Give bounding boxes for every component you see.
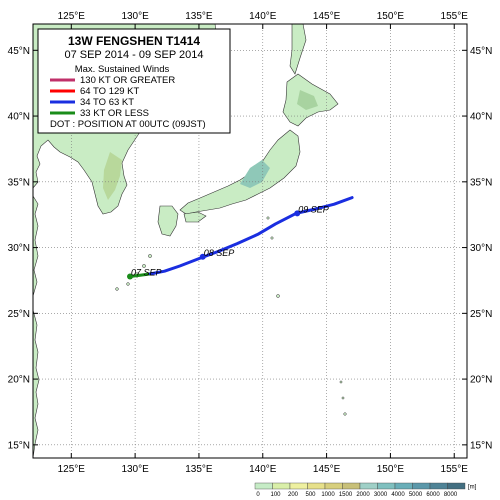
- lon-tick-label-bottom: 145°E: [313, 464, 341, 475]
- elevation-label: 200: [288, 492, 299, 498]
- lat-tick-label-right: 45°N: [470, 46, 492, 57]
- lat-tick-label-left: 15°N: [8, 440, 30, 451]
- lat-tick-label-left: 30°N: [8, 243, 30, 254]
- legend-title: 13W FENGSHEN T1414: [68, 34, 200, 48]
- ryukyu-island: [142, 264, 146, 268]
- lon-tick-label-top: 155°E: [441, 11, 469, 22]
- lat-tick-label-right: 20°N: [470, 375, 492, 386]
- elevation-label: 1500: [339, 492, 353, 498]
- ryukyu-island: [148, 254, 152, 258]
- track-date-label: 08 SEP: [204, 248, 235, 258]
- elevation-label: 4000: [391, 492, 405, 498]
- kyushu-island: [157, 205, 179, 237]
- map-frame: [32, 23, 468, 459]
- elevation-color-cell: [342, 482, 361, 490]
- elevation-color-cell: [324, 482, 343, 490]
- elevation-color-cell: [412, 482, 431, 490]
- lat-tick-label-right: 35°N: [470, 177, 492, 188]
- marianas-island: [341, 396, 345, 400]
- lon-tick-label-top: 130°E: [121, 11, 149, 22]
- marianas-island: [343, 412, 347, 416]
- track-position-dot: [294, 210, 301, 217]
- elevation-label: 8000: [444, 492, 458, 498]
- elevation-color-cell: [394, 482, 413, 490]
- storm-track: 07 SEP 08 SEP 09 SEP: [127, 196, 354, 280]
- legend-dot-note: DOT : POSITION AT 00UTC (09JST): [50, 119, 206, 130]
- track-segment: [148, 196, 354, 276]
- elevation-color-cell: [359, 482, 378, 490]
- elevation-color-cell: [429, 482, 448, 490]
- legend-heading: Max. Sustained Winds: [75, 64, 170, 75]
- ryukyu-island: [115, 287, 119, 291]
- ogasawara-island: [276, 294, 280, 298]
- shikoku-island: [183, 211, 207, 223]
- lat-tick-label-right: 15°N: [470, 440, 492, 451]
- elevation-color-cell: [307, 482, 326, 490]
- lon-tick-label-bottom: 130°E: [121, 464, 149, 475]
- track-position-dot: [199, 253, 206, 260]
- lat-tick-label-right: 40°N: [470, 112, 492, 123]
- lat-tick-label-left: 25°N: [8, 309, 30, 320]
- legend-label-130kt: 130 KT OR GREATER: [80, 75, 175, 86]
- korea-highlands: [103, 152, 122, 200]
- hokkaido-highlands: [297, 90, 318, 110]
- track-date-label: 09 SEP: [298, 204, 329, 214]
- elevation-color-cell: [272, 482, 291, 490]
- elevation-color-cell: [289, 482, 308, 490]
- lon-tick-label-bottom: 155°E: [441, 464, 469, 475]
- elevation-color-cell: [447, 482, 466, 490]
- lat-tick-label-right: 25°N: [470, 309, 492, 320]
- lon-tick-label-bottom: 125°E: [58, 464, 86, 475]
- elevation-label: 5000: [409, 492, 423, 498]
- lon-tick-label-top: 150°E: [377, 11, 405, 22]
- track-position-dot: [127, 273, 134, 280]
- elevation-color-cell: [377, 482, 396, 490]
- elevation-scale: 0 100 200 500 1000 1500 2000 3000 4000 5000 6000 80…: [254, 482, 477, 498]
- legend-label-64kt: 64 TO 129 KT: [80, 86, 140, 97]
- lon-tick-label-bottom: 150°E: [377, 464, 405, 475]
- axis-ticks: 125°E 125°E 130°E 130°E 135°E 135°E 140°E 140°E…: [8, 11, 493, 475]
- legend-label-33kt: 33 KT OR LESS: [80, 108, 149, 119]
- izu-island: [266, 216, 270, 220]
- lon-tick-label-top: 125°E: [58, 11, 86, 22]
- legend-label-34kt: 34 TO 63 KT: [80, 97, 134, 108]
- track-date-label: 07 SEP: [131, 268, 162, 278]
- china-coast: [32, 194, 40, 459]
- elevation-label: 1000: [321, 492, 335, 498]
- elevation-unit: [m]: [468, 485, 477, 491]
- elevation-label: 3000: [374, 492, 388, 498]
- elevation-label: 500: [305, 492, 316, 498]
- lon-tick-label-top: 135°E: [185, 11, 213, 22]
- elevation-color-cell: [254, 482, 273, 490]
- elevation-label: 0: [256, 492, 260, 498]
- lat-tick-label-left: 35°N: [8, 177, 30, 188]
- elevation-label: 2000: [356, 492, 370, 498]
- lon-tick-label-top: 145°E: [313, 11, 341, 22]
- lon-tick-label-bottom: 140°E: [249, 464, 277, 475]
- elevation-label: 6000: [426, 492, 440, 498]
- legend-box: 13W FENGSHEN T1414 07 SEP 2014 - 09 SEP …: [37, 28, 231, 134]
- legend-date-range: 07 SEP 2014 - 09 SEP 2014: [64, 49, 203, 61]
- lat-tick-label-right: 30°N: [470, 243, 492, 254]
- marianas-island: [339, 380, 343, 384]
- izu-island: [270, 236, 274, 240]
- lat-tick-label-left: 40°N: [8, 112, 30, 123]
- track-segment: [128, 272, 152, 278]
- lon-tick-label-top: 140°E: [249, 11, 277, 22]
- ryukyu-island: [126, 282, 130, 286]
- lat-tick-label-left: 45°N: [8, 46, 30, 57]
- lat-tick-label-left: 20°N: [8, 375, 30, 386]
- lon-tick-label-bottom: 135°E: [185, 464, 213, 475]
- sakhalin-island: [289, 23, 307, 75]
- elevation-label: 100: [270, 492, 281, 498]
